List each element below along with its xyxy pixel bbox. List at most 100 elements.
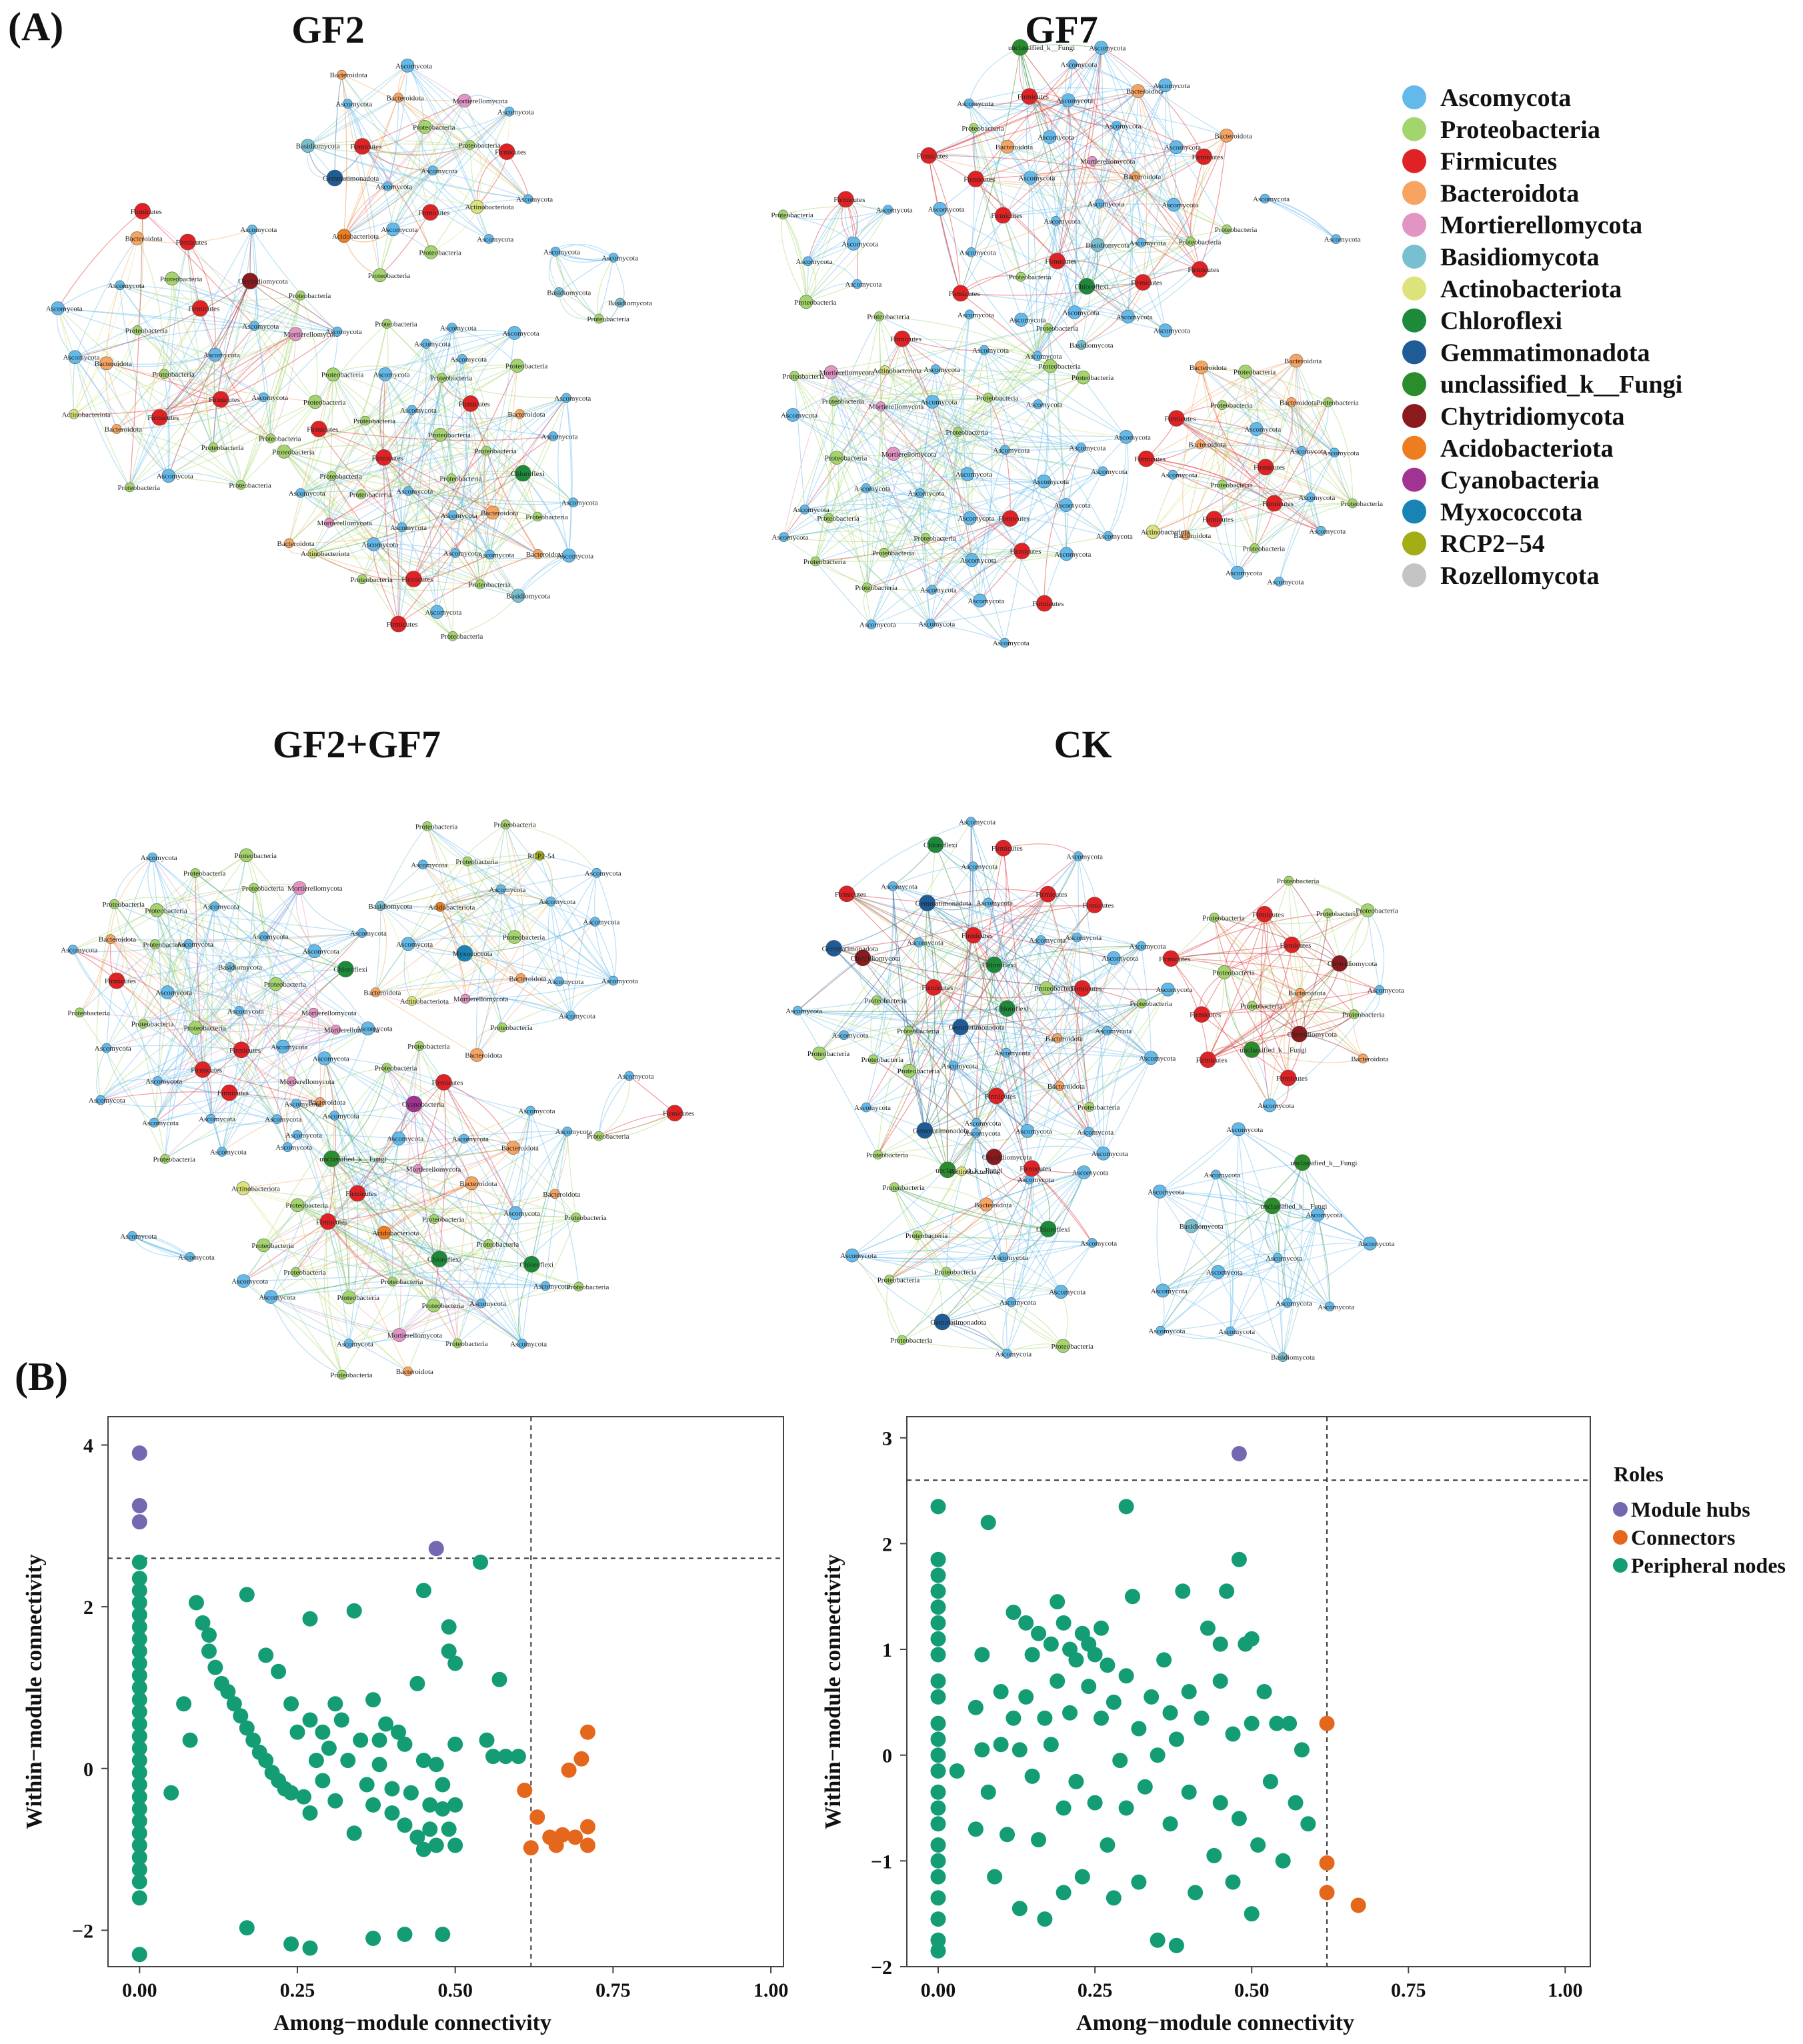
network-edge	[195, 1012, 314, 1032]
network-node	[249, 321, 259, 331]
network-node	[397, 522, 407, 533]
node-label: Ascomycota	[178, 1253, 215, 1261]
network-node	[400, 59, 415, 73]
node-label: Proteobacteria	[283, 1269, 326, 1277]
node-label: Bacteroidota	[459, 1180, 497, 1188]
network-edge	[867, 471, 1104, 588]
scatter-point	[397, 1736, 413, 1752]
network-node	[208, 442, 219, 453]
scatter-point	[1319, 1885, 1335, 1901]
network-node	[447, 510, 458, 521]
network-node	[1136, 237, 1146, 248]
node-label: Proteobacteria	[337, 1294, 380, 1302]
network-edge	[1029, 96, 1177, 148]
scatter-point	[1300, 1816, 1316, 1832]
node-label: Ascomycota	[547, 978, 583, 986]
scatter-point	[182, 1732, 198, 1748]
node-label: Ascomycota	[561, 499, 598, 507]
network-node	[353, 138, 371, 155]
network-2: AscomycotaAscomycotaMortierellomycotaBas…	[771, 39, 1383, 648]
network-edge	[565, 397, 572, 556]
scatter-point	[397, 1927, 413, 1942]
node-label: Bacteroidota	[125, 235, 163, 243]
scatter-point	[315, 1773, 331, 1789]
network-edge	[1244, 371, 1266, 467]
network-edge	[1128, 135, 1228, 317]
scatter-point	[968, 1699, 984, 1715]
node-label: Ascomycota	[503, 329, 539, 337]
network-edge	[333, 332, 515, 375]
network-edge	[1003, 203, 1100, 216]
node-label: Ascomycota	[1309, 527, 1346, 535]
scatter-point	[1231, 1811, 1247, 1827]
network-node	[874, 311, 884, 321]
network-node	[1014, 543, 1030, 559]
node-label: Firmicutes	[1164, 415, 1196, 423]
network-edge	[129, 354, 216, 488]
scatter-point	[1068, 1773, 1084, 1789]
network-edge	[1254, 497, 1311, 549]
network-edge	[300, 457, 384, 493]
network-node	[422, 204, 439, 221]
network-edge	[110, 855, 247, 940]
network-edge	[482, 450, 491, 555]
node-label: Proteobacteria	[201, 444, 244, 452]
legend-label: Proteobacteria	[1440, 116, 1600, 144]
network-node	[1169, 140, 1184, 154]
network-edge	[1055, 47, 1102, 221]
network-node	[861, 483, 871, 493]
node-label: Chloroflexi	[427, 1256, 461, 1264]
network-edge	[1057, 260, 1144, 283]
node-label: Bacteroidota	[1351, 1055, 1388, 1063]
network-edge	[836, 457, 970, 519]
network-edge	[220, 399, 271, 439]
network-edge	[333, 365, 442, 379]
network-edge	[129, 229, 253, 488]
network-edge	[878, 316, 933, 590]
network-node	[337, 69, 347, 80]
node-label: Proteobacteria	[474, 447, 517, 455]
node-label: Proteobacteria	[1130, 1000, 1172, 1008]
network-edge	[1099, 125, 1118, 204]
network-edge	[1068, 100, 1204, 157]
node-label: Ascomycota	[1092, 1150, 1128, 1158]
network-edge	[1020, 241, 1191, 277]
network-node	[926, 395, 940, 409]
network-edge	[425, 343, 454, 515]
node-label: Ascomycota	[854, 485, 891, 493]
scatter-point	[1181, 1784, 1197, 1800]
node-label: Proteobacteria	[419, 249, 461, 257]
scatter-point	[1162, 1705, 1178, 1721]
node-label: Chloroflexi	[1036, 1226, 1070, 1234]
node-label: Ascomycota	[793, 506, 829, 514]
network-edge	[804, 316, 879, 510]
network-node	[1068, 59, 1078, 69]
x-axis-title: Among−module connectivity	[273, 2011, 551, 2035]
network-edge	[165, 1028, 369, 1159]
network-node	[953, 427, 963, 437]
network-edge	[971, 251, 1166, 331]
network-edge	[984, 349, 1084, 378]
node-label: Ascomycota	[1049, 1289, 1086, 1297]
network-edge	[1176, 418, 1322, 531]
network-edge	[880, 406, 1006, 451]
scatter-point	[447, 1655, 463, 1671]
network-edge	[318, 429, 493, 513]
node-label: Ascomycota	[958, 515, 994, 523]
network-edge	[1048, 327, 1067, 554]
network-edge	[932, 401, 1082, 449]
network-edge	[976, 135, 1227, 180]
network-edge	[833, 393, 988, 402]
y-tick-label: 4	[83, 1435, 93, 1457]
scatter-point	[1188, 1885, 1204, 1901]
network-edge	[116, 399, 221, 430]
network-edge	[1081, 282, 1144, 346]
scatter-point	[567, 1829, 583, 1845]
network-edge	[830, 372, 933, 590]
network-edge	[195, 1027, 321, 1103]
node-label: Ascomycota	[46, 305, 83, 313]
network-edge	[1128, 229, 1228, 317]
network-edge	[386, 323, 538, 517]
scatter-point	[930, 1599, 946, 1615]
network-edge	[159, 333, 296, 418]
